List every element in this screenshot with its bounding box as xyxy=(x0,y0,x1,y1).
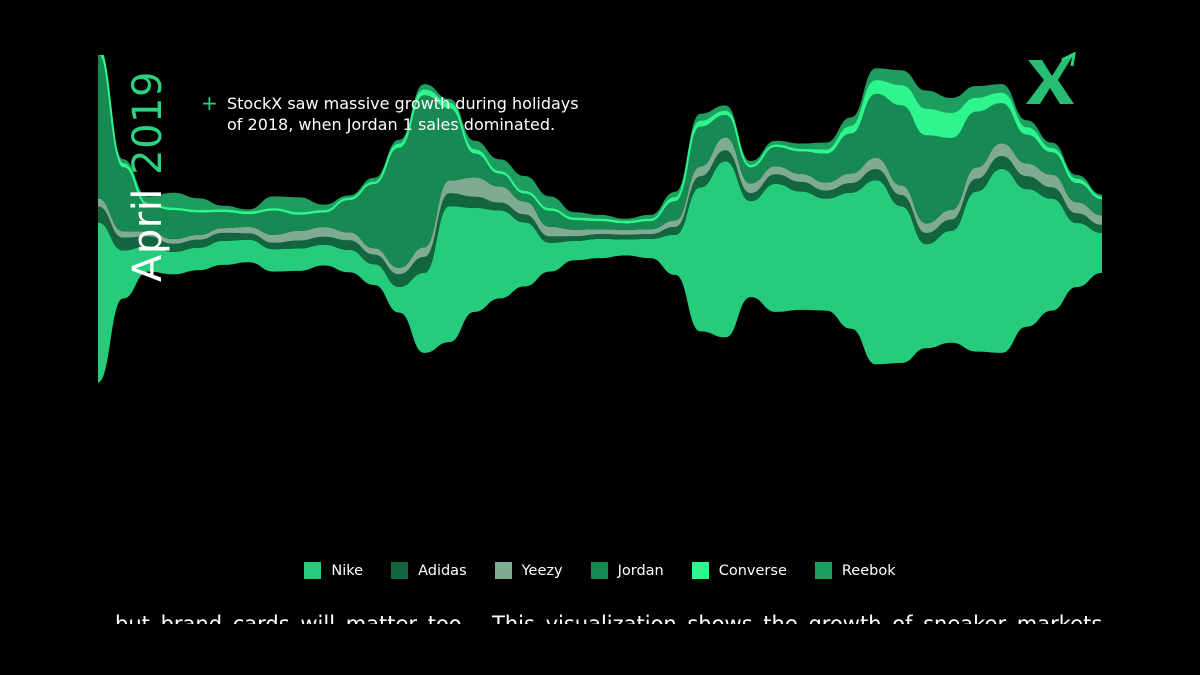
date-month: April xyxy=(125,188,171,282)
legend-item-converse: Converse xyxy=(691,562,787,579)
stream-converse-edge xyxy=(101,55,1102,223)
legend-item-reebok: Reebok xyxy=(814,562,896,579)
legend-label: Converse xyxy=(718,562,787,579)
cut-off-body-text-line: ...but brand cards will matter too... Th… xyxy=(95,612,1103,624)
legend-item-adidas: Adidas xyxy=(391,562,467,579)
date-label: April 2019 xyxy=(125,71,171,282)
stream-reebok xyxy=(102,55,1102,222)
stream-adidas xyxy=(98,150,1102,287)
stream-nike xyxy=(98,161,1102,383)
legend-label: Yeezy xyxy=(521,562,563,579)
legend-swatch xyxy=(304,562,322,579)
stream-layers xyxy=(98,55,1102,383)
legend-item-yeezy: Yeezy xyxy=(494,562,563,579)
legend-swatch xyxy=(391,562,409,579)
annotation-plus-icon: + xyxy=(201,91,218,115)
stockx-x-icon xyxy=(1026,52,1076,104)
chart-annotation: + StockX saw massive growth during holid… xyxy=(201,93,591,135)
legend: Nike Adidas Yeezy Jordan Converse Reebok xyxy=(0,562,1200,579)
legend-item-nike: Nike xyxy=(304,562,363,579)
legend-label: Adidas xyxy=(418,562,467,579)
legend-label: Reebok xyxy=(841,562,896,579)
cut-off-body-text: ...but brand cards will matter too... Th… xyxy=(0,612,1200,624)
legend-swatch xyxy=(814,562,832,579)
stream-jordan xyxy=(98,55,1102,268)
date-year: 2019 xyxy=(125,71,171,175)
legend-swatch xyxy=(691,562,709,579)
stream-yeezy xyxy=(98,137,1102,275)
legend-swatch xyxy=(494,562,512,579)
annotation-text: StockX saw massive growth during holiday… xyxy=(227,94,579,134)
legend-label: Nike xyxy=(331,562,364,579)
legend-swatch xyxy=(590,562,608,579)
legend-item-jordan: Jordan xyxy=(590,562,664,579)
legend-label: Jordan xyxy=(617,562,664,579)
